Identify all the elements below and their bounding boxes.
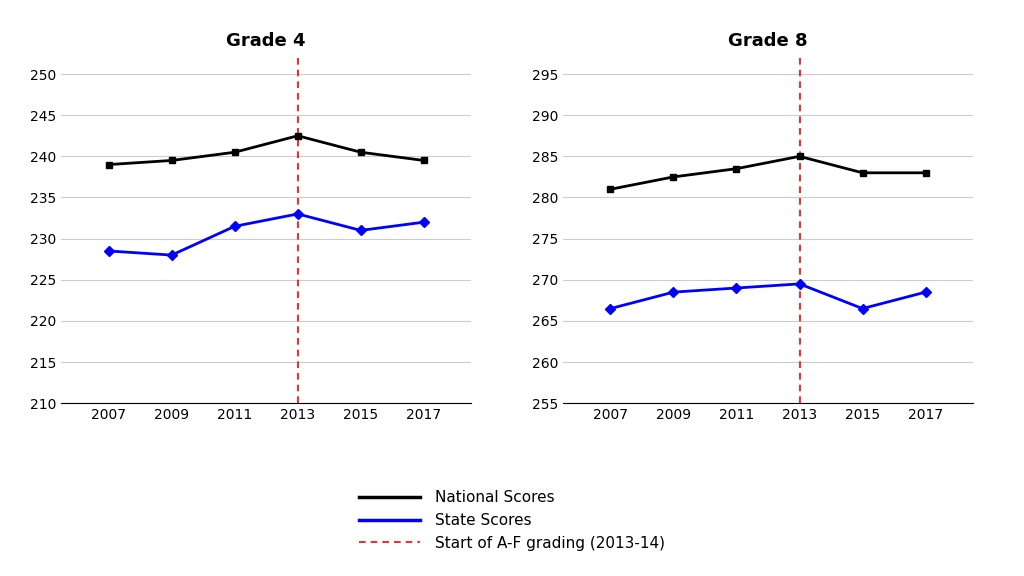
Title: Grade 4: Grade 4 [226,32,306,51]
Legend: National Scores, State Scores, Start of A-F grading (2013-14): National Scores, State Scores, Start of … [352,484,672,557]
Title: Grade 8: Grade 8 [728,32,808,51]
